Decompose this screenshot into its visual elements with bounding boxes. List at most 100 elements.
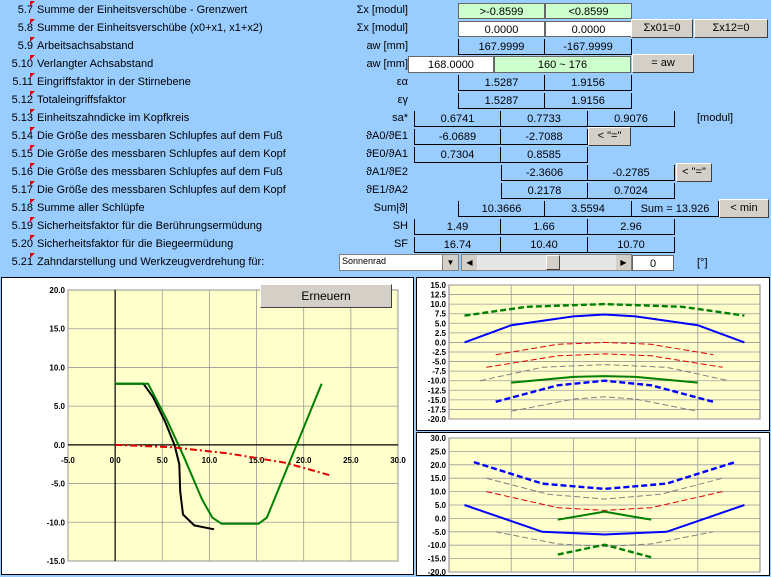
slip-e1-a2-c: 0.7024	[588, 183, 675, 199]
y-tick-label: 5.0	[435, 319, 447, 328]
eps-gamma-b: 1.9156	[545, 93, 632, 109]
tooth-profile-chart: 20.015.010.05.00.0-5.0-10.0-15.0-5.00.05…	[47, 286, 407, 566]
series-line-6	[557, 543, 652, 559]
sx01-zero-button[interactable]: Σx01=0	[631, 19, 693, 38]
row-label: Sicherheitsfaktor für die Berührungsermü…	[37, 220, 263, 232]
eps-gamma-a: 1.5287	[458, 93, 545, 109]
row-label: Die Größe des messbaren Schlupfes auf de…	[37, 148, 286, 160]
y-tick-label: -15.0	[428, 396, 447, 405]
y-tick-label: 15.0	[49, 325, 65, 334]
eq-aw-button[interactable]: = aw	[632, 54, 694, 73]
row-label: Sicherheitsfaktor für die Biegeermüdung	[37, 238, 234, 250]
row-symbol: ϑA1/ϑE2	[366, 166, 408, 178]
sx01-value: 0.0000	[458, 21, 545, 37]
comment-marker-icon	[30, 109, 35, 114]
y-tick-label: -15.0	[428, 555, 447, 564]
row-number: 5.13	[11, 112, 33, 124]
y-tick-label: 20.0	[430, 461, 446, 470]
row-label: Die Größe des messbaren Schlupfes auf de…	[37, 130, 283, 142]
rotation-angle-unit: [°]	[697, 257, 708, 269]
scroll-thumb[interactable]	[546, 255, 560, 270]
row-symbol: Σx [modul]	[356, 4, 408, 16]
scroll-left-arrow-icon[interactable]: ◀	[462, 255, 477, 270]
required-center-distance-input[interactable]	[408, 56, 494, 73]
y-tick-label: 7.5	[435, 310, 447, 319]
rotation-scrollbar[interactable]: ◀ ▶	[461, 254, 632, 271]
comment-marker-icon	[30, 217, 35, 222]
equalize-slip-button-2[interactable]: < "="	[676, 163, 712, 182]
center-distance-range: 160 ~ 176	[494, 56, 631, 73]
comment-marker-icon	[30, 145, 35, 150]
y-tick-label: -12.5	[428, 386, 447, 395]
series-line-0	[115, 382, 215, 531]
y-tick-label: -5.0	[51, 480, 65, 489]
series-line-1	[486, 477, 723, 500]
y-tick-label: 0.0	[54, 441, 66, 450]
comment-marker-icon	[30, 55, 35, 60]
x-tick-label: 5.0	[157, 456, 169, 465]
row-symbol: Σx [modul]	[356, 22, 408, 34]
series-line-4	[479, 364, 730, 382]
row-number: 5.18	[11, 202, 33, 214]
comment-marker-icon	[30, 253, 35, 258]
y-tick-label: 12.5	[430, 291, 446, 300]
series-line-5	[495, 531, 714, 548]
y-tick-label: -20.0	[428, 415, 447, 424]
series-line-5	[511, 375, 698, 384]
scroll-right-arrow-icon[interactable]: ▶	[616, 255, 631, 270]
sx12-zero-button[interactable]: Σx12=0	[694, 19, 768, 38]
row-label: Totaleingriffsfaktor	[37, 94, 127, 106]
comment-marker-icon	[30, 1, 35, 6]
y-tick-label: 25.0	[430, 447, 446, 456]
series-line-0	[473, 460, 736, 491]
row-symbol: ϑE0/ϑA1	[366, 148, 408, 160]
erneuern-button[interactable]: Erneuern	[260, 284, 392, 308]
x-tick-label: 20.0	[296, 456, 312, 465]
comment-marker-icon	[30, 199, 35, 204]
series-line-3	[557, 510, 652, 521]
y-tick-label: 15.0	[430, 474, 446, 483]
sh-a: 1.49	[414, 219, 501, 235]
slip-sum-total: Sum = 13.926	[632, 201, 719, 217]
series-line-7	[511, 396, 698, 412]
row-label: Arbeitsachsabstand	[37, 40, 134, 52]
gear-select[interactable]: Sonnenrad ▼	[339, 254, 459, 271]
y-tick-label: 10.0	[430, 300, 446, 309]
sx-limit-lower: >-0.8599	[458, 3, 545, 19]
row-number: 5.11	[12, 76, 33, 88]
row-number: 5.17	[11, 184, 33, 196]
min-button[interactable]: < min	[719, 199, 769, 218]
y-tick-label: 10.0	[49, 363, 65, 372]
row-symbol: SH	[392, 220, 408, 232]
series-line-1	[115, 382, 323, 525]
row-symbol: aw [mm]	[366, 58, 408, 70]
sf-c: 10.70	[588, 237, 675, 253]
sf-a: 16.74	[414, 237, 501, 253]
row-label: Zahndarstellung und Werkzeugverdrehung f…	[37, 256, 265, 268]
series-line-6	[495, 379, 714, 403]
sx12-value: 0.0000	[545, 21, 632, 37]
row-number: 5.8	[17, 22, 33, 34]
y-tick-label: 15.0	[430, 281, 446, 290]
comment-marker-icon	[30, 235, 35, 240]
row-symbol: SF	[393, 238, 408, 250]
x-tick-label: 25.0	[343, 456, 359, 465]
sa-value-c: 0.9076	[588, 111, 675, 127]
row-number: 5.10	[11, 58, 33, 70]
comment-marker-icon	[30, 163, 35, 168]
row-label: Summe aller Schlüpfe	[37, 202, 145, 214]
x-tick-label: 10.0	[202, 456, 218, 465]
tooth-profile-chart-panel: 20.015.010.05.00.0-5.0-10.0-15.0-5.00.05…	[1, 277, 414, 575]
x-tick-label: 30.0	[390, 456, 406, 465]
equalize-slip-button-1[interactable]: < "="	[588, 127, 631, 146]
row-number: 5.20	[11, 238, 33, 250]
row-label: Die Größe des messbaren Schlupfes auf de…	[37, 184, 286, 196]
y-tick-label: -2.5	[432, 348, 446, 357]
y-tick-label: 5.0	[435, 501, 447, 510]
slip-e0-a1-b: 0.8585	[501, 147, 588, 163]
select-arrow-button[interactable]: ▼	[442, 255, 458, 270]
comment-marker-icon	[30, 91, 35, 96]
y-tick-label: -10.0	[428, 377, 447, 386]
slip-chart-top: 15.012.510.07.55.02.50.0-2.5-5.0-7.5-10.…	[428, 281, 761, 424]
sx-limit-upper: <0.8599	[545, 3, 632, 19]
